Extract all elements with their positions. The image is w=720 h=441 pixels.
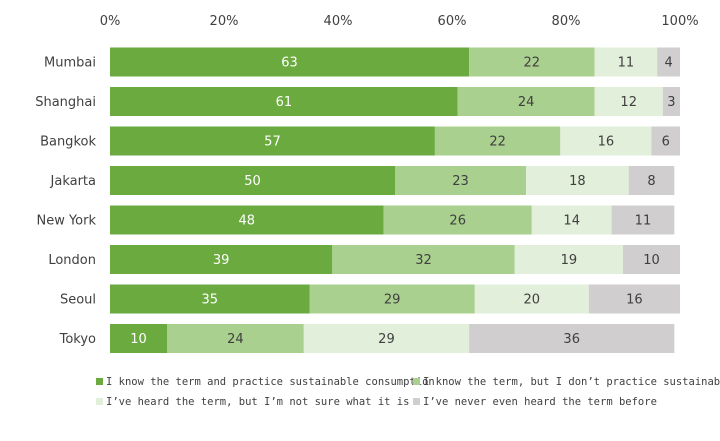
- bar-segment: [531, 205, 612, 235]
- bar-segment: [110, 324, 167, 353]
- bar-segment: [383, 205, 532, 235]
- bar-segment: [474, 284, 589, 314]
- data-label: 29: [384, 293, 401, 308]
- data-label: 32: [415, 253, 432, 268]
- data-label: 57: [264, 135, 281, 150]
- x-tick-label: 60%: [438, 14, 467, 29]
- data-label: 26: [449, 214, 466, 229]
- bar-segment: [588, 284, 680, 314]
- legend-swatch: [96, 378, 103, 385]
- data-label: 39: [213, 253, 230, 268]
- x-tick-label: 80%: [552, 14, 581, 29]
- legend-label: I’ve heard the term, but I’m not sure wh…: [106, 396, 409, 408]
- bar-segment: [514, 245, 623, 274]
- data-label: 29: [378, 332, 395, 347]
- legend: I know the term and practice sustainable…: [96, 376, 720, 408]
- data-label: 11: [618, 56, 635, 71]
- bar-segment: [110, 284, 310, 314]
- x-tick-label: 40%: [324, 14, 353, 29]
- data-label: 24: [227, 332, 244, 347]
- bar-segment: [469, 324, 675, 353]
- data-label: 20: [524, 293, 541, 308]
- data-label: 50: [244, 174, 261, 189]
- legend-item: I’ve heard the term, but I’m not sure wh…: [96, 396, 409, 408]
- bar-segment: [457, 87, 595, 116]
- data-label: 4: [664, 56, 672, 71]
- data-label: 10: [130, 332, 147, 347]
- bar-segment: [110, 166, 395, 195]
- category-label: Jakarta: [50, 174, 96, 189]
- bar-segment: [611, 205, 675, 235]
- data-label: 23: [452, 174, 469, 189]
- bar-segment: [110, 205, 384, 235]
- bar-segment: [560, 126, 652, 156]
- data-label: 22: [524, 56, 541, 71]
- bar-segment: [110, 87, 458, 116]
- legend-label: I know the term and practice sustainable…: [106, 376, 435, 388]
- y-axis: Mumbai Shanghai Bangkok Jakarta New York Lond…: [35, 56, 96, 348]
- bar-segment: [110, 126, 435, 156]
- bar-segment: [623, 245, 680, 274]
- legend-label: I know the term, but I don’t practice su…: [423, 376, 720, 388]
- bar-segment: [651, 126, 680, 156]
- x-tick-label: 100%: [661, 14, 698, 29]
- category-label: London: [48, 253, 96, 268]
- bar-segment: [395, 166, 527, 195]
- bar-segment: [657, 47, 680, 77]
- legend-swatch: [96, 398, 103, 405]
- legend-swatch: [413, 398, 420, 405]
- category-label: Bangkok: [40, 135, 96, 150]
- data-label: 10: [643, 253, 660, 268]
- data-label: 18: [569, 174, 586, 189]
- data-label: 24: [518, 95, 535, 110]
- bar-segment: [628, 166, 675, 195]
- x-axis: 0% 20% 40% 60% 80% 100%: [100, 14, 699, 29]
- category-label: Seoul: [60, 293, 96, 308]
- bar-segment: [469, 47, 595, 77]
- bar-segment: [110, 245, 333, 274]
- plot-area: 63 22 11 4 61 24 12 3 57 22 16 6 50 23 18 8 48 26 14 11 39 32…: [110, 47, 680, 353]
- bar-segment: [662, 87, 680, 116]
- data-label: 48: [239, 214, 256, 229]
- category-label: Shanghai: [35, 95, 96, 110]
- legend-swatch: [413, 378, 420, 385]
- x-tick-label: 20%: [210, 14, 239, 29]
- category-label: New York: [36, 214, 96, 229]
- legend-item: I know the term, but I don’t practice su…: [413, 376, 720, 388]
- data-label: 22: [489, 135, 506, 150]
- data-label: 16: [598, 135, 615, 150]
- bar-segment: [167, 324, 304, 353]
- x-tick-label: 0%: [100, 14, 121, 29]
- data-label: 36: [563, 332, 580, 347]
- data-label: 3: [667, 95, 675, 110]
- data-label: 61: [276, 95, 293, 110]
- bar-segment: [303, 324, 470, 353]
- bar-segment: [309, 284, 475, 314]
- legend-item: I know the term and practice sustainable…: [96, 376, 435, 388]
- bar-segment: [332, 245, 515, 274]
- data-label: 14: [563, 214, 580, 229]
- bar-segment: [110, 47, 470, 77]
- bar-segment: [434, 126, 561, 156]
- data-label: 11: [635, 214, 652, 229]
- data-label: 35: [201, 293, 218, 308]
- legend-item: I’ve never even heard the term before: [413, 396, 657, 408]
- data-label: 12: [620, 95, 637, 110]
- data-label: 6: [662, 135, 670, 150]
- bar-segment: [594, 87, 663, 116]
- category-label: Tokyo: [59, 332, 96, 347]
- bar-segment: [594, 47, 658, 77]
- data-label: 8: [647, 174, 655, 189]
- data-label: 16: [626, 293, 643, 308]
- data-label: 19: [561, 253, 578, 268]
- bar-segment: [526, 166, 629, 195]
- data-label: 63: [281, 56, 298, 71]
- legend-label: I’ve never even heard the term before: [423, 396, 657, 408]
- category-label: Mumbai: [44, 56, 96, 71]
